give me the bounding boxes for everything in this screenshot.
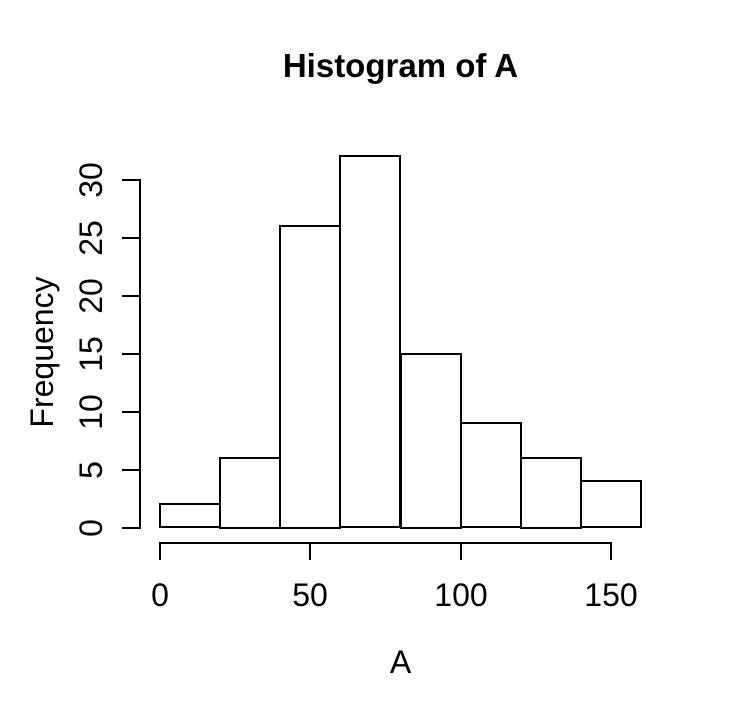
histogram-bar: [460, 422, 522, 528]
y-axis-line: [139, 179, 141, 529]
x-axis-label: A: [389, 644, 412, 680]
y-tick: [122, 411, 140, 413]
histogram-bar: [279, 225, 341, 529]
x-tick: [460, 542, 462, 560]
x-tick-label: 50: [292, 577, 328, 613]
histogram-bar: [400, 353, 462, 529]
y-tick: [122, 237, 140, 239]
y-tick: [122, 179, 140, 181]
x-tick: [610, 542, 612, 560]
histogram-bar: [339, 155, 401, 528]
x-tick-label: 100: [434, 577, 488, 613]
histogram-bar: [159, 503, 221, 528]
y-tick: [122, 295, 140, 297]
histogram-bar: [520, 457, 582, 529]
y-tick: [122, 527, 140, 529]
x-tick-label: 0: [151, 577, 169, 613]
x-tick-label: 150: [584, 577, 638, 613]
x-tick: [309, 542, 311, 560]
x-tick: [159, 542, 161, 560]
y-tick-label: 30: [73, 162, 109, 198]
y-tick: [122, 353, 140, 355]
histogram-bar: [580, 480, 642, 528]
y-tick: [122, 469, 140, 471]
chart-title: Histogram of A: [282, 47, 519, 84]
y-axis-label: Frequency: [24, 276, 60, 428]
x-axis-line: [159, 542, 612, 544]
histogram-bar: [219, 457, 281, 529]
